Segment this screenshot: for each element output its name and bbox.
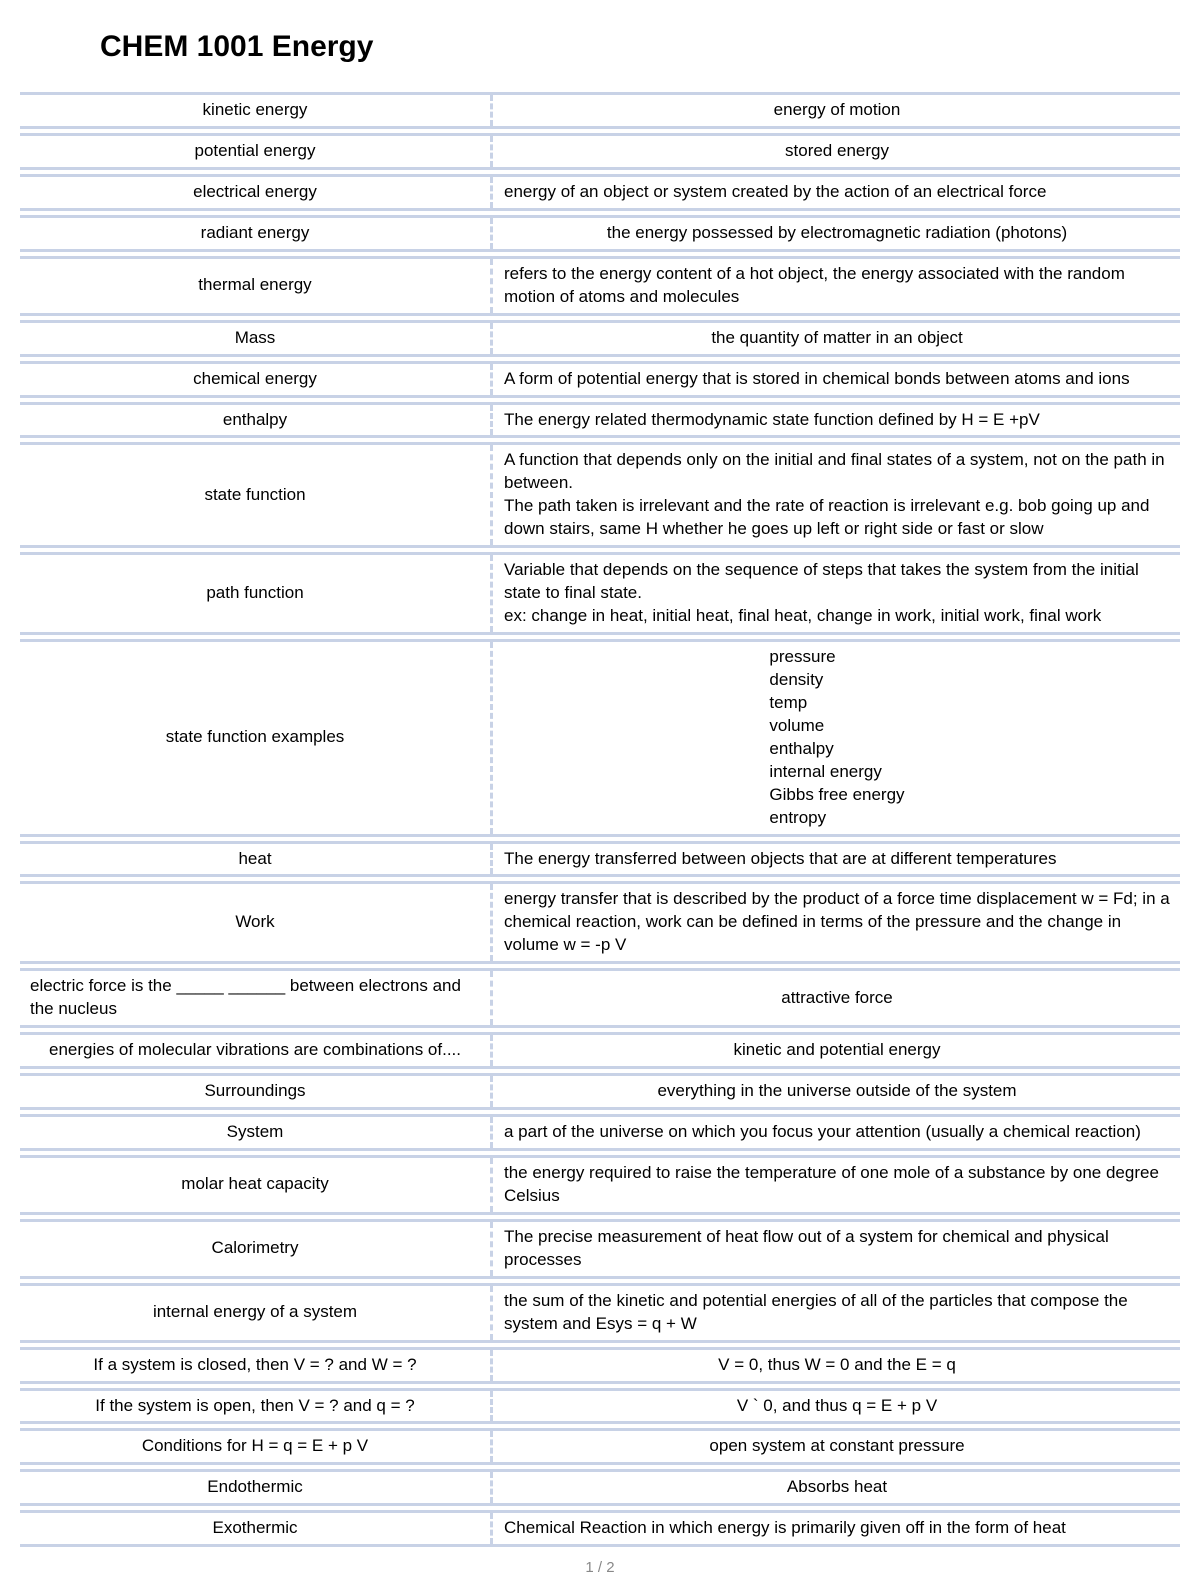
table-row: Surroundingseverything in the universe o… — [20, 1073, 1180, 1110]
definition-cell: open system at constant pressure — [494, 1431, 1180, 1462]
table-row: electrical energyenergy of an object or … — [20, 174, 1180, 211]
definition-cell: The energy transferred between objects t… — [494, 844, 1180, 875]
term-cell: Work — [20, 884, 490, 961]
definition-cell: attractive force — [494, 971, 1180, 1025]
term-cell: radiant energy — [20, 218, 490, 249]
definition-cell: A form of potential energy that is store… — [494, 364, 1180, 395]
table-row: If a system is closed, then V = ? and W … — [20, 1347, 1180, 1384]
page-footer: 1 / 2 — [20, 1559, 1180, 1576]
table-row: molar heat capacitythe energy required t… — [20, 1155, 1180, 1215]
definition-cell: energy of an object or system created by… — [494, 177, 1180, 208]
table-row: radiant energythe energy possessed by el… — [20, 215, 1180, 252]
table-row: potential energystored energy — [20, 133, 1180, 170]
term-cell: Conditions for H = q = E + p V — [20, 1431, 490, 1462]
term-cell: heat — [20, 844, 490, 875]
table-row: electric force is the _____ ______ betwe… — [20, 968, 1180, 1028]
definition-cell: The precise measurement of heat flow out… — [494, 1222, 1180, 1276]
table-row: internal energy of a systemthe sum of th… — [20, 1283, 1180, 1343]
table-row: Workenergy transfer that is described by… — [20, 881, 1180, 964]
term-cell: kinetic energy — [20, 95, 490, 126]
definition-cell: kinetic and potential energy — [494, 1035, 1180, 1066]
term-cell: path function — [20, 555, 490, 632]
definition-cell: V ` 0, and thus q = E + p V — [494, 1391, 1180, 1422]
definition-cell: Absorbs heat — [494, 1472, 1180, 1503]
definition-cell: A function that depends only on the init… — [494, 445, 1180, 545]
term-cell: electrical energy — [20, 177, 490, 208]
definition-cell: Variable that depends on the sequence of… — [494, 555, 1180, 632]
table-row: kinetic energyenergy of motion — [20, 92, 1180, 129]
page: CHEM 1001 Energy kinetic energyenergy of… — [0, 0, 1200, 1596]
page-title: CHEM 1001 Energy — [100, 30, 1180, 64]
term-cell: molar heat capacity — [20, 1158, 490, 1212]
table-row: path functionVariable that depends on th… — [20, 552, 1180, 635]
table-row: ExothermicChemical Reaction in which ene… — [20, 1510, 1180, 1547]
table-row: thermal energyrefers to the energy conte… — [20, 256, 1180, 316]
term-cell: state function examples — [20, 642, 490, 834]
term-cell: Calorimetry — [20, 1222, 490, 1276]
term-cell: If the system is open, then V = ? and q … — [20, 1391, 490, 1422]
term-cell: electric force is the _____ ______ betwe… — [20, 971, 490, 1025]
definition-cell: pressuredensitytempvolumeenthalpyinterna… — [494, 642, 1180, 834]
definition-cell: the quantity of matter in an object — [494, 323, 1180, 354]
term-cell: thermal energy — [20, 259, 490, 313]
term-cell: System — [20, 1117, 490, 1148]
table-row: Massthe quantity of matter in an object — [20, 320, 1180, 357]
table-row: Conditions for H = q = E + p Vopen syste… — [20, 1428, 1180, 1465]
table-row: chemical energyA form of potential energ… — [20, 361, 1180, 398]
definition-cell: Chemical Reaction in which energy is pri… — [494, 1513, 1180, 1544]
term-cell: If a system is closed, then V = ? and W … — [20, 1350, 490, 1381]
term-cell: enthalpy — [20, 405, 490, 436]
term-cell: Surroundings — [20, 1076, 490, 1107]
term-cell: Mass — [20, 323, 490, 354]
table-row: Systema part of the universe on which yo… — [20, 1114, 1180, 1151]
definition-cell: a part of the universe on which you focu… — [494, 1117, 1180, 1148]
definition-cell: everything in the universe outside of th… — [494, 1076, 1180, 1107]
definition-cell: The energy related thermodynamic state f… — [494, 405, 1180, 436]
table-row: state function examplespressuredensityte… — [20, 639, 1180, 837]
table-row: If the system is open, then V = ? and q … — [20, 1388, 1180, 1425]
table-row: EndothermicAbsorbs heat — [20, 1469, 1180, 1506]
table-row: energies of molecular vibrations are com… — [20, 1032, 1180, 1069]
definition-cell: refers to the energy content of a hot ob… — [494, 259, 1180, 313]
term-cell: Exothermic — [20, 1513, 490, 1544]
definition-cell: stored energy — [494, 136, 1180, 167]
flashcard-table: kinetic energyenergy of motionpotential … — [20, 92, 1180, 1547]
term-cell: state function — [20, 445, 490, 545]
table-row: state functionA function that depends on… — [20, 442, 1180, 548]
definition-cell: energy of motion — [494, 95, 1180, 126]
definition-cell: the sum of the kinetic and potential ene… — [494, 1286, 1180, 1340]
term-cell: Endothermic — [20, 1472, 490, 1503]
definition-cell: the energy possessed by electromagnetic … — [494, 218, 1180, 249]
table-row: enthalpyThe energy related thermodynamic… — [20, 402, 1180, 439]
term-cell: internal energy of a system — [20, 1286, 490, 1340]
definition-cell: V = 0, thus W = 0 and the E = q — [494, 1350, 1180, 1381]
term-cell: potential energy — [20, 136, 490, 167]
definition-cell: energy transfer that is described by the… — [494, 884, 1180, 961]
table-row: CalorimetryThe precise measurement of he… — [20, 1219, 1180, 1279]
term-cell: energies of molecular vibrations are com… — [20, 1035, 490, 1066]
definition-cell: the energy required to raise the tempera… — [494, 1158, 1180, 1212]
table-row: heatThe energy transferred between objec… — [20, 841, 1180, 878]
term-cell: chemical energy — [20, 364, 490, 395]
